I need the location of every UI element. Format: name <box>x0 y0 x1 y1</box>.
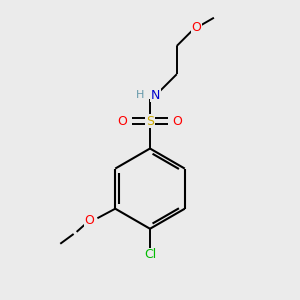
Text: O: O <box>173 115 183 128</box>
Text: O: O <box>85 214 94 227</box>
Text: N: N <box>151 88 160 101</box>
Text: O: O <box>192 21 202 34</box>
Text: H: H <box>136 90 144 100</box>
Text: O: O <box>117 115 127 128</box>
Text: S: S <box>146 115 154 128</box>
Text: Cl: Cl <box>144 248 156 261</box>
